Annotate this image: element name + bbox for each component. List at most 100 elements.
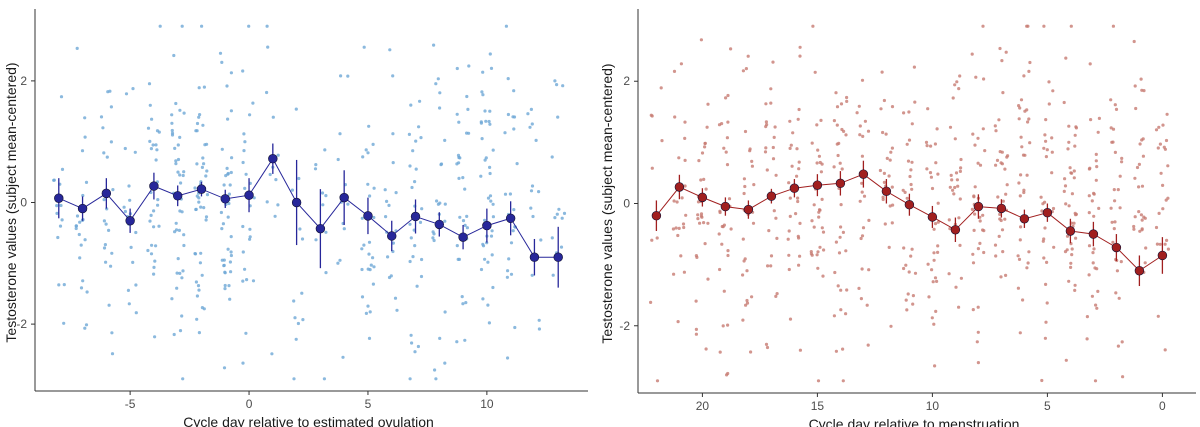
raw-point [909,182,913,187]
raw-point [791,131,795,135]
raw-point [1028,60,1032,65]
raw-point [699,178,703,182]
raw-point [859,297,863,301]
raw-point [434,377,438,381]
raw-point [816,379,821,383]
raw-point [650,114,654,118]
raw-point [1069,261,1073,265]
raw-point [660,139,664,143]
mean-point [697,192,708,203]
raw-point [822,248,826,252]
raw-point [372,265,376,269]
raw-point [677,156,681,160]
raw-point [1022,190,1026,195]
raw-point [926,107,930,111]
raw-point [912,65,916,69]
raw-point [929,175,933,179]
raw-point [172,53,176,58]
raw-point [1040,378,1044,383]
raw-point [798,348,802,352]
raw-point [274,178,278,182]
raw-point [1073,133,1077,137]
raw-point [195,294,199,298]
raw-point [703,145,707,149]
raw-point [722,289,726,293]
raw-point [959,166,963,170]
raw-point [696,213,700,217]
raw-point [696,200,701,204]
raw-point [1154,225,1159,230]
raw-point [683,158,687,162]
raw-point [489,66,494,70]
raw-point [1120,156,1124,160]
raw-point [176,143,180,147]
raw-point [910,122,914,126]
raw-point [1064,202,1068,206]
raw-point [83,135,87,139]
raw-point [559,245,564,249]
raw-point [1042,24,1046,28]
raw-point [409,236,413,240]
raw-point [466,107,470,111]
raw-point [244,172,248,176]
raw-point [489,234,494,238]
raw-point [1120,340,1124,344]
raw-point [321,203,325,207]
raw-point [725,136,729,140]
raw-point [889,324,893,328]
mean-point [291,197,302,208]
raw-point [750,164,754,168]
raw-point [905,142,909,146]
raw-point [861,226,866,230]
raw-point [530,184,535,188]
raw-point [1116,344,1120,348]
raw-point [750,159,754,163]
raw-point [371,282,375,286]
raw-point [881,197,885,202]
mean-point [553,252,563,262]
raw-point [170,128,174,133]
raw-point [320,191,325,195]
means-group [651,160,1168,287]
raw-point [935,127,939,131]
raw-point [1140,228,1144,232]
raw-point [1113,220,1117,224]
raw-point [201,123,205,127]
raw-point [797,107,801,112]
raw-point [952,192,956,196]
raw-point [769,87,773,91]
raw-point [270,352,274,356]
raw-point [769,254,774,258]
raw-point [391,241,395,245]
raw-point [1135,165,1140,170]
mean-point [1157,250,1168,261]
raw-point [456,257,460,261]
raw-point [438,91,442,95]
mean-point [339,192,349,203]
raw-point [155,148,159,152]
raw-point [539,238,543,242]
raw-point [1019,98,1024,102]
raw-point [650,166,654,170]
raw-point [226,247,230,251]
raw-point [526,112,530,116]
raw-point [508,192,512,196]
axes-group: -5 0 5 10 -2 0 2 [16,9,588,411]
raw-point [83,326,87,330]
raw-point [699,212,704,216]
raw-point [276,203,280,207]
raw-point [1094,303,1098,307]
mean-point [651,211,662,221]
raw-point [857,104,861,108]
raw-point [336,157,340,162]
raw-point [971,261,976,265]
raw-point [268,172,272,177]
raw-point [247,24,251,28]
raw-point [1044,155,1048,159]
raw-point [1050,136,1054,140]
raw-point [907,270,911,274]
raw-point [1017,181,1021,185]
raw-point [229,270,233,274]
raw-point [158,24,162,28]
mean-point [172,191,183,201]
